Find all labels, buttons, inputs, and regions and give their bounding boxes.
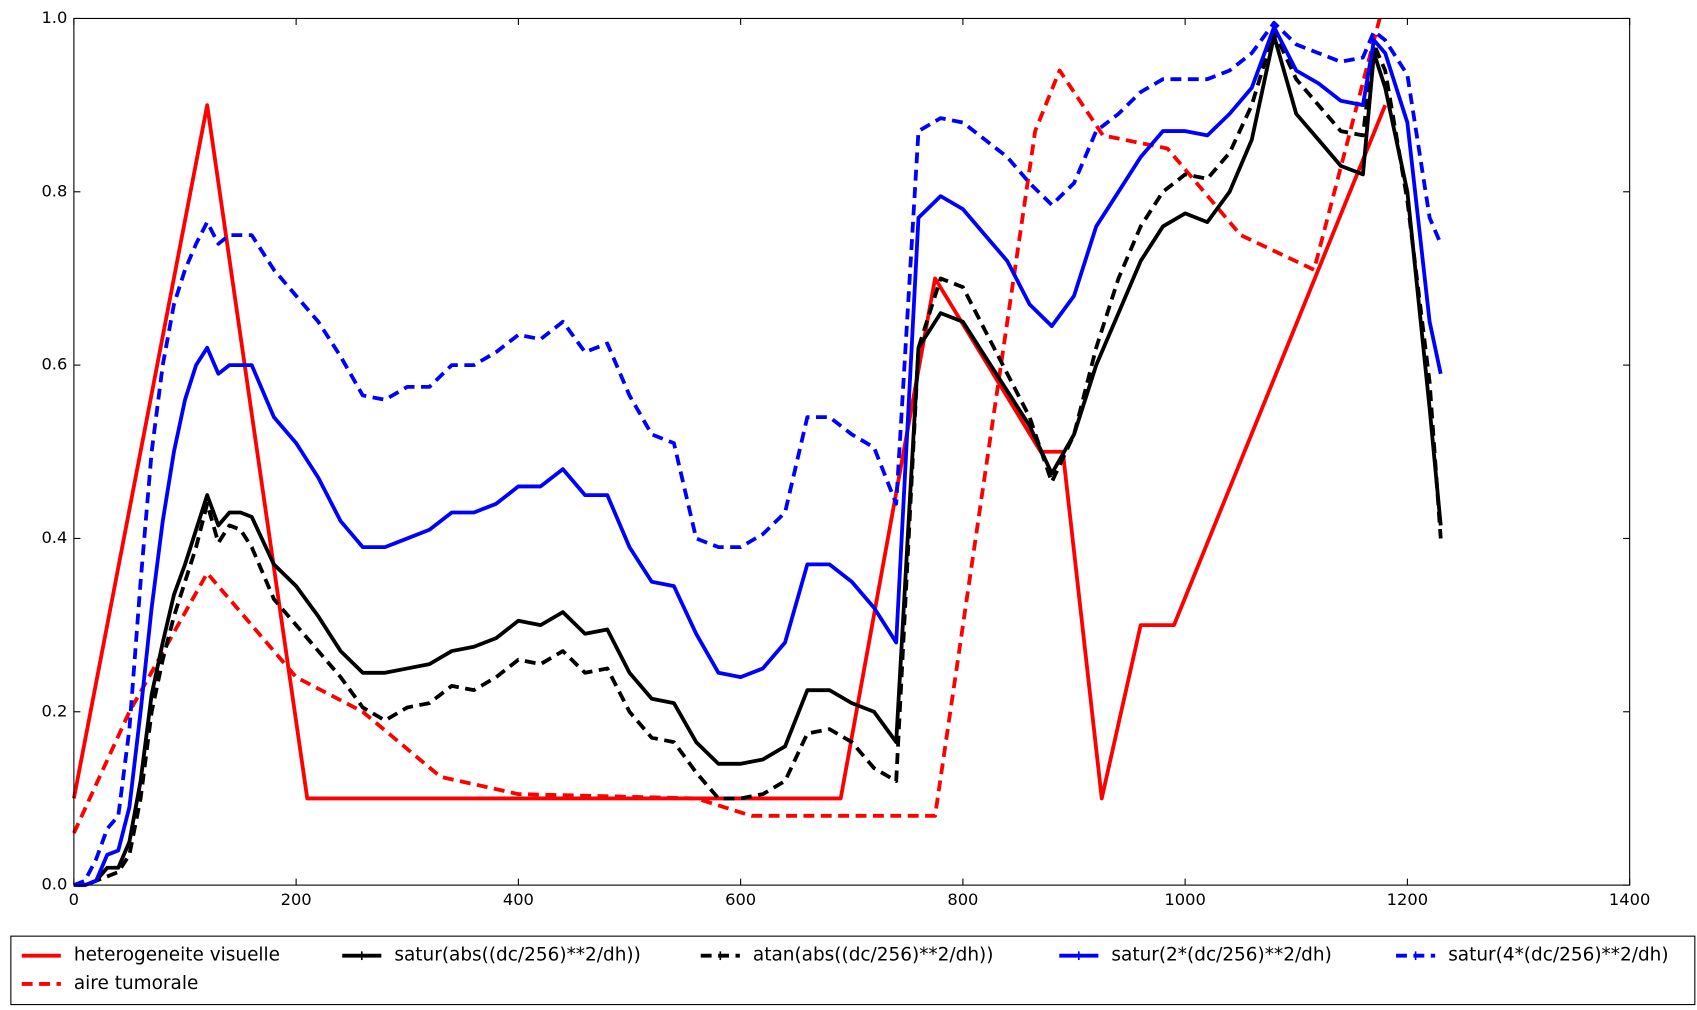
x-tick-label: 1400 <box>1609 890 1650 909</box>
y-tick-label: 0.0 <box>41 875 67 894</box>
series-line <box>73 20 1443 887</box>
legend-label: satur(4*(dc/256)**2/dh) <box>1448 945 1668 966</box>
legend-label: aire tumorale <box>74 973 198 994</box>
plot-frame <box>73 17 1631 886</box>
legend-label: atan(abs((dc/256)**2/dh)) <box>753 945 994 966</box>
x-tick-label: 200 <box>281 890 312 909</box>
series-line <box>72 17 1382 834</box>
x-tick-label: 400 <box>503 890 534 909</box>
legend-label: satur(2*(dc/256)**2/dh) <box>1111 945 1331 966</box>
legend-label: satur(abs((dc/256)**2/dh)) <box>394 945 640 966</box>
x-tick-label: 1000 <box>1164 890 1205 909</box>
y-tick-label: 0.6 <box>41 355 67 374</box>
legend-box <box>10 935 1696 1006</box>
x-tick-label: 800 <box>947 890 978 909</box>
series-line <box>73 33 1443 888</box>
y-tick-label: 0.4 <box>41 528 67 547</box>
x-tick-label: 1200 <box>1387 890 1428 909</box>
y-tick-label: 0.2 <box>41 701 67 720</box>
y-tick-label: 0.8 <box>41 181 67 200</box>
legend-label: heterogeneite visuelle <box>74 945 280 966</box>
series-line <box>73 29 1443 888</box>
y-tick-label: 1.0 <box>41 8 67 27</box>
x-tick-label: 0 <box>69 890 79 909</box>
series-line <box>73 25 1443 888</box>
x-tick-label: 600 <box>725 890 756 909</box>
